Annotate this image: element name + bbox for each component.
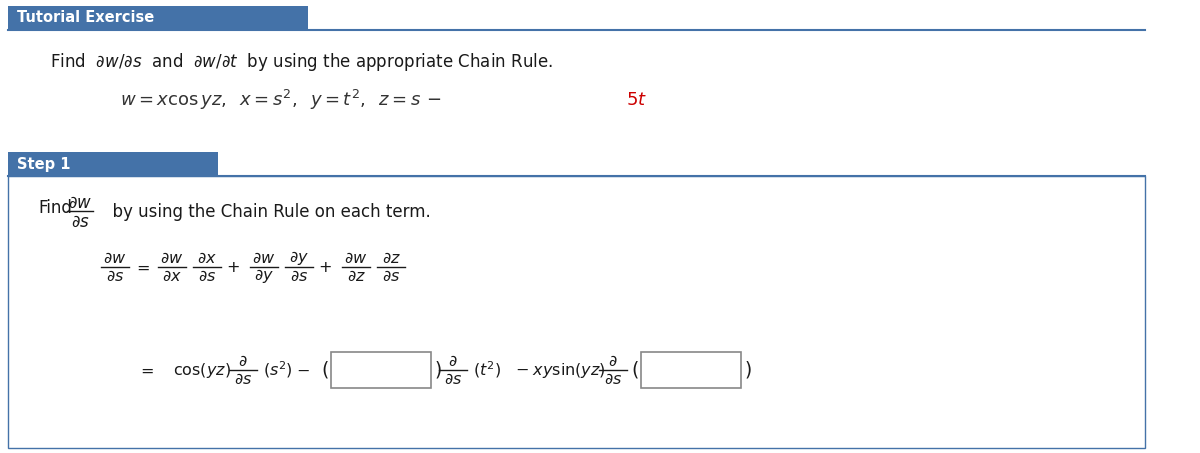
Text: $(s^2)$: $(s^2)$ xyxy=(263,360,293,381)
Text: Step 1: Step 1 xyxy=(17,156,71,172)
Text: $-$: $-$ xyxy=(296,362,310,377)
Text: $($: $($ xyxy=(322,360,330,381)
Text: $w = x \cos yz, \;\; x = s^2, \;\; y = t^2, \;\; z = s \,-\, $: $w = x \cos yz, \;\; x = s^2, \;\; y = t… xyxy=(120,88,442,112)
Text: $=$: $=$ xyxy=(132,260,150,275)
Text: $\partial z$: $\partial z$ xyxy=(347,269,366,284)
FancyBboxPatch shape xyxy=(8,152,218,176)
Text: $+$: $+$ xyxy=(226,260,240,275)
Text: Find  $\partial w/\partial s$  and  $\partial w/\partial t$  by using the approp: Find $\partial w/\partial s$ and $\parti… xyxy=(50,51,553,73)
Text: $($: $($ xyxy=(631,360,641,381)
Text: $\partial s$: $\partial s$ xyxy=(234,371,252,386)
Text: $\partial w$: $\partial w$ xyxy=(103,251,127,265)
Text: $\partial x$: $\partial x$ xyxy=(162,269,182,284)
Text: $=$: $=$ xyxy=(137,362,154,377)
Text: $\partial x$: $\partial x$ xyxy=(197,251,217,265)
Text: $(t^2)$: $(t^2)$ xyxy=(473,360,502,381)
Text: by using the Chain Rule on each term.: by using the Chain Rule on each term. xyxy=(102,203,431,221)
Text: $\partial w$: $\partial w$ xyxy=(252,251,276,265)
Text: $\partial w$: $\partial w$ xyxy=(161,251,184,265)
FancyBboxPatch shape xyxy=(8,176,1145,448)
Text: $)$: $)$ xyxy=(744,360,751,381)
Text: $\partial s$: $\partial s$ xyxy=(106,269,124,284)
Text: $-\; xy \sin(yz)$: $-\; xy \sin(yz)$ xyxy=(515,361,606,380)
FancyBboxPatch shape xyxy=(641,352,742,388)
Text: $)$: $)$ xyxy=(434,360,442,381)
Text: $\partial s$: $\partial s$ xyxy=(382,269,400,284)
Text: $\partial y$: $\partial y$ xyxy=(289,249,308,267)
Text: Find: Find xyxy=(38,199,72,217)
Text: Tutorial Exercise: Tutorial Exercise xyxy=(17,10,155,25)
Text: $\partial s$: $\partial s$ xyxy=(290,269,308,284)
Text: $+$: $+$ xyxy=(318,260,332,275)
Text: $\partial w$: $\partial w$ xyxy=(68,194,92,212)
Text: $\partial s$: $\partial s$ xyxy=(604,371,622,386)
Text: $\partial s$: $\partial s$ xyxy=(71,213,90,231)
Text: $\partial s$: $\partial s$ xyxy=(444,371,462,386)
Text: $\partial y$: $\partial y$ xyxy=(254,267,274,285)
Text: $\partial z$: $\partial z$ xyxy=(382,251,401,265)
Text: $\cos(yz)$: $\cos(yz)$ xyxy=(173,361,230,380)
Text: $\partial w$: $\partial w$ xyxy=(344,251,367,265)
Text: $\partial$: $\partial$ xyxy=(608,353,618,368)
Text: $5t$: $5t$ xyxy=(626,91,647,109)
Text: $\partial$: $\partial$ xyxy=(449,353,457,368)
Text: $\partial s$: $\partial s$ xyxy=(198,269,216,284)
FancyBboxPatch shape xyxy=(331,352,431,388)
FancyBboxPatch shape xyxy=(8,6,308,30)
Text: $\partial$: $\partial$ xyxy=(239,353,247,368)
